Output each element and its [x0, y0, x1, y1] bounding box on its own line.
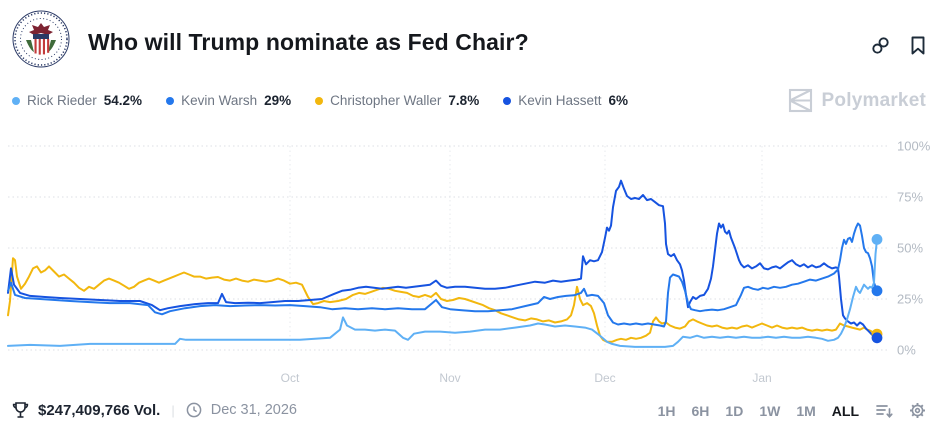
- series-line-kevin-hassett: [7, 179, 878, 339]
- range-button-all[interactable]: ALL: [831, 402, 859, 419]
- page-title: Who will Trump nominate as Fed Chair?: [88, 29, 529, 55]
- legend-dot-icon: [503, 96, 512, 105]
- trophy-icon: [12, 402, 29, 418]
- y-axis-label: 0%: [897, 342, 916, 358]
- legend-name: Rick Rieder: [27, 93, 97, 108]
- series-line-kevin-warsh: [7, 222, 878, 328]
- legend-name: Kevin Hassett: [518, 93, 602, 108]
- legend-item-kevin-warsh[interactable]: Kevin Warsh 29%: [166, 93, 291, 108]
- series-endpoint-kevin-warsh: [871, 285, 883, 297]
- bookmark-icon[interactable]: [910, 36, 926, 55]
- y-axis-label: 100%: [897, 138, 931, 154]
- legend-dot-icon: [166, 96, 175, 105]
- x-axis-label: Nov: [439, 371, 461, 385]
- legend-value: 29%: [264, 93, 292, 108]
- time-range-bar: 1H 6H 1D 1W 1M ALL: [658, 402, 926, 419]
- volume-text: $247,409,766 Vol.: [38, 401, 161, 419]
- range-button-1h[interactable]: 1H: [657, 402, 676, 419]
- range-button-1d[interactable]: 1D: [725, 402, 744, 419]
- series-line-christopher-waller: [7, 257, 878, 343]
- legend-dot-icon: [12, 96, 20, 105]
- range-button-6h[interactable]: 6H: [691, 402, 710, 419]
- legend-item-rick-rieder[interactable]: Rick Rieder 54.2%: [12, 93, 142, 108]
- clock-icon: [186, 402, 202, 418]
- footer-divider: |: [171, 402, 175, 418]
- x-axis-label: Dec: [594, 371, 616, 385]
- federal-reserve-seal-logo: [12, 10, 70, 68]
- legend-name: Kevin Warsh: [181, 93, 258, 108]
- polymarket-watermark: Polymarket: [788, 88, 926, 113]
- legend-item-kevin-hassett[interactable]: Kevin Hassett 6%: [503, 93, 628, 108]
- copy-link-icon[interactable]: [871, 36, 890, 55]
- y-axis-label: 75%: [897, 189, 924, 205]
- legend-value: 7.8%: [448, 93, 480, 108]
- x-axis-label: Jan: [752, 371, 772, 385]
- legend: Rick Rieder 54.2% Kevin Warsh 29% Christophe…: [12, 93, 628, 108]
- polymarket-logo-icon: [788, 88, 812, 113]
- sort-descending-icon[interactable]: [875, 403, 893, 419]
- end-date-text: Dec 31, 2026: [210, 402, 297, 418]
- y-axis-label: 25%: [897, 291, 924, 307]
- legend-value: 6%: [608, 93, 629, 108]
- x-axis-label: Oct: [280, 371, 300, 385]
- gear-icon[interactable]: [909, 402, 926, 419]
- legend-dot-icon: [315, 96, 324, 105]
- range-button-1w[interactable]: 1W: [759, 402, 781, 419]
- legend-item-christopher-waller[interactable]: Christopher Waller 7.8%: [315, 93, 479, 108]
- range-button-1m[interactable]: 1M: [796, 402, 816, 419]
- y-axis-label: 50%: [897, 240, 924, 256]
- legend-name: Christopher Waller: [330, 93, 442, 108]
- series-endpoint-rick-rieder: [871, 234, 883, 245]
- series-endpoint-kevin-hassett: [871, 332, 883, 344]
- legend-value: 54.2%: [103, 93, 143, 108]
- polymarket-wordmark: Polymarket: [821, 89, 926, 111]
- series-line-rick-rieder: [7, 238, 878, 348]
